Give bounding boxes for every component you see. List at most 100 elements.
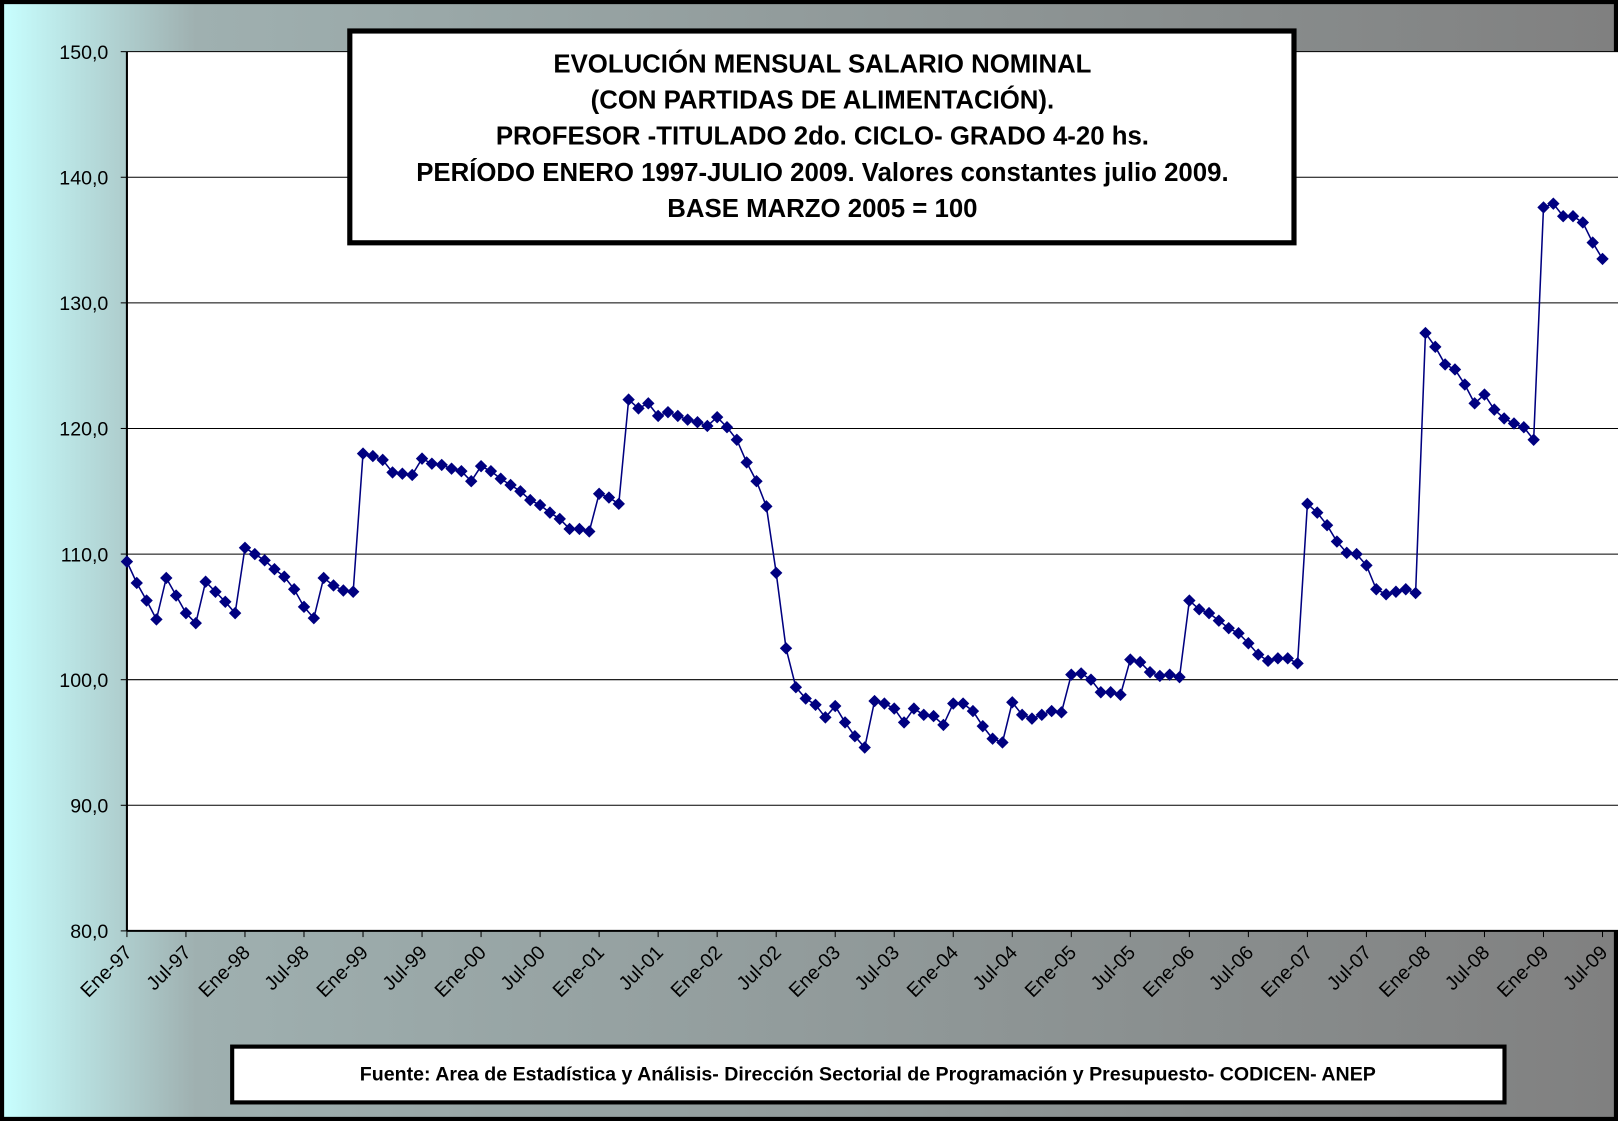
point-marker [1124, 653, 1137, 666]
point-marker [258, 554, 271, 567]
point-marker [1035, 708, 1048, 722]
point-marker [120, 555, 134, 568]
point-marker [1133, 655, 1147, 669]
point-marker [1448, 363, 1462, 376]
y-tick-label: 130,0 [59, 293, 108, 315]
point-marker [356, 447, 370, 460]
point-marker [661, 405, 675, 419]
point-marker [1429, 340, 1442, 354]
point-marker [465, 475, 478, 488]
point-marker [1311, 506, 1324, 519]
point-marker [1379, 588, 1393, 601]
point-marker [947, 697, 960, 710]
title: EVOLUCIÓN MENSUAL SALARIO NOMINAL (CON PA… [416, 48, 1228, 223]
point-marker [1537, 201, 1550, 214]
point-marker [219, 595, 232, 609]
point-marker [769, 566, 783, 580]
point-marker [799, 692, 812, 705]
point-marker [789, 681, 803, 694]
point-marker [651, 409, 665, 423]
point-marker [1340, 546, 1353, 560]
point-marker [858, 741, 871, 754]
point-marker [1242, 637, 1255, 650]
point-marker [140, 594, 153, 607]
point-marker [1114, 688, 1127, 701]
title-box [347, 28, 1297, 246]
point-marker [327, 579, 340, 592]
point-marker [779, 642, 793, 655]
point-marker [622, 393, 635, 406]
point-marker [169, 589, 183, 602]
point-marker [888, 702, 901, 715]
y-tick-label: 80,0 [70, 921, 108, 943]
point-marker [1065, 668, 1078, 681]
point-marker [1576, 216, 1590, 229]
point-marker [1320, 518, 1334, 532]
point-marker [917, 708, 930, 722]
point-marker [209, 585, 222, 598]
point-marker [307, 611, 321, 625]
point-marker [1202, 606, 1216, 620]
y-tick-label: 90,0 [70, 796, 108, 818]
point-marker [1488, 403, 1501, 416]
point-marker [130, 576, 143, 590]
point-marker [1527, 433, 1540, 446]
point-marker [996, 736, 1009, 749]
point-marker [1478, 388, 1491, 401]
point-marker [1153, 669, 1167, 683]
point-marker [1497, 412, 1511, 425]
point-marker [1212, 614, 1226, 627]
point-marker [1301, 497, 1314, 511]
point-marker [1173, 670, 1186, 684]
chart-title: (CON PARTIDAS DE ALIMENTACIÓN). [591, 84, 1055, 114]
point-marker [612, 497, 625, 511]
point-marker [829, 699, 842, 713]
point-marker [1084, 673, 1098, 686]
point-marker [1281, 652, 1294, 665]
point-marker [150, 613, 163, 626]
chart-title: PROFESOR -TITULADO 2do. CICLO- GRADO 4-2… [496, 123, 1149, 151]
point-marker [730, 433, 744, 446]
y-tick-label: 100,0 [59, 670, 108, 692]
point-marker [238, 541, 252, 554]
chart-title: EVOLUCIÓN MENSUAL SALARIO NOMINAL [553, 48, 1091, 78]
point-marker [1143, 665, 1157, 679]
point-marker [966, 704, 980, 718]
point-marker [602, 491, 616, 504]
point-marker [1222, 621, 1235, 635]
point-marker [248, 547, 261, 561]
point-marker [1232, 627, 1245, 640]
point-marker [1458, 378, 1471, 391]
point-marker [1389, 585, 1403, 598]
y-tick-label: 110,0 [61, 544, 109, 566]
point-marker [976, 719, 989, 733]
point-marker [366, 449, 380, 463]
point-marker [1370, 583, 1383, 596]
point-marker [691, 415, 704, 429]
point-marker [1271, 652, 1285, 665]
point-marker [701, 419, 714, 433]
point-marker [1074, 667, 1088, 680]
point-marker [573, 522, 586, 536]
point-marker [720, 421, 734, 434]
point-marker [1419, 326, 1432, 340]
point-marker [1468, 397, 1481, 410]
point-marker [415, 452, 429, 465]
point-marker [435, 458, 448, 472]
point-marker [671, 409, 685, 423]
point-marker [1015, 708, 1029, 722]
point-marker [838, 716, 852, 729]
point-marker [1547, 197, 1560, 210]
point-marker [878, 697, 891, 710]
source-box [230, 1044, 1507, 1105]
point-marker [228, 606, 242, 620]
point-marker [1192, 603, 1206, 616]
point-marker [376, 453, 389, 467]
point-marker [425, 457, 439, 470]
point-marker [1006, 696, 1019, 709]
point-marker [406, 468, 419, 482]
point-marker [937, 718, 950, 732]
point-marker [1596, 252, 1609, 266]
point-marker [583, 525, 596, 538]
